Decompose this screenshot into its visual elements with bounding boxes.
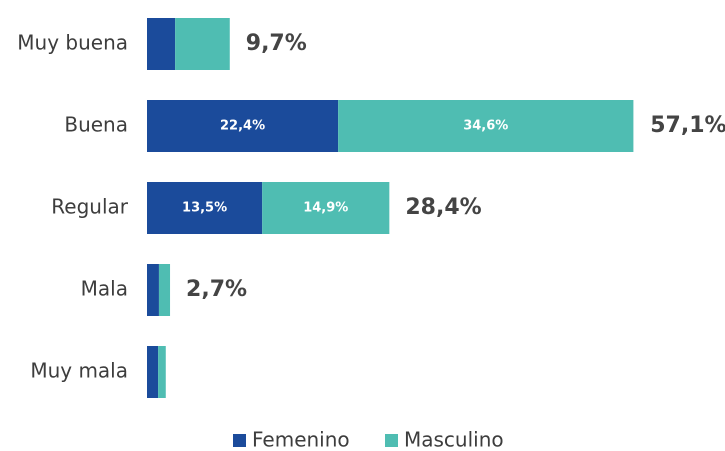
segment-label: 34,6% [463,119,508,134]
category-label: Muy buena [17,31,128,55]
legend-swatch [385,434,398,447]
bar-segment [147,346,159,398]
bar-segment [158,346,166,398]
bar-segment [175,18,230,70]
category-label: Mala [81,277,128,301]
total-label: 9,7% [246,31,307,56]
legend-swatch [233,434,246,447]
segment-label: 14,9% [303,201,348,216]
total-label: 2,7% [186,277,247,302]
bar-segment [338,100,634,152]
segment-label: 13,5% [182,201,227,216]
category-label: Buena [64,113,128,137]
total-label: 28,4% [405,195,481,220]
bar-segment [147,18,176,70]
bar-segment [147,264,159,316]
bar-segment [147,100,339,152]
segment-label: 22,4% [220,119,265,134]
legend-label: Femenino [252,428,350,451]
total-label: 57,1% [650,113,725,138]
bar-segment [262,182,390,234]
category-label: Muy mala [30,359,128,383]
legend-label: Masculino [404,428,504,451]
category-label: Regular [51,195,128,219]
bar-segment [158,264,171,316]
bar-segment [147,182,263,234]
